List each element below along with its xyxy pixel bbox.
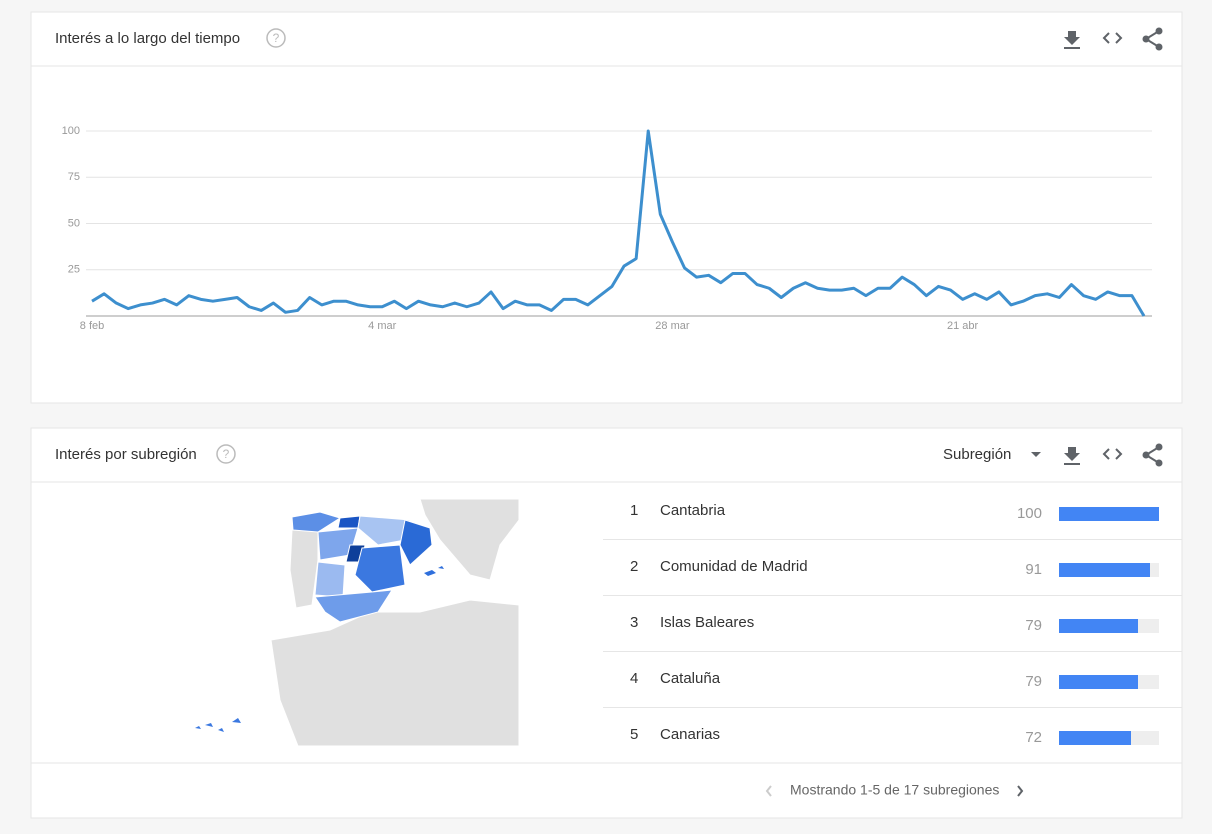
bar <box>1059 619 1138 633</box>
y-tick-label: 50 <box>68 217 80 229</box>
help-icon[interactable]: ? <box>216 444 236 464</box>
embed-icon[interactable] <box>1102 448 1123 460</box>
share-icon[interactable] <box>1142 27 1163 51</box>
y-tick-label: 100 <box>62 125 80 137</box>
region-name: Islas Baleares <box>660 614 754 631</box>
ranking-row[interactable]: 3 Islas Baleares 79 <box>630 614 1159 634</box>
region-name: Cataluña <box>660 670 721 687</box>
svg-text:?: ? <box>223 447 230 461</box>
map <box>195 498 520 747</box>
rank: 5 <box>630 726 638 743</box>
value-label: 79 <box>1025 617 1042 634</box>
download-icon[interactable] <box>1064 447 1080 465</box>
card-title: Interés por subregión <box>55 446 197 463</box>
bar <box>1059 731 1131 745</box>
x-tick-label: 8 feb <box>80 320 104 332</box>
value-label: 79 <box>1025 673 1042 690</box>
next-button[interactable] <box>1017 785 1024 797</box>
rank: 3 <box>630 614 638 631</box>
x-tick-label: 21 abr <box>947 320 979 332</box>
dropdown-label: Subregión <box>943 446 1011 463</box>
ranking-row[interactable]: 2 Comunidad de Madrid 91 <box>630 558 1159 578</box>
share-icon[interactable] <box>1142 443 1163 467</box>
download-icon[interactable] <box>1064 31 1080 49</box>
dropdown[interactable]: Subregión <box>943 446 1041 463</box>
ranking: 1 Cantabria 100 2 Comunidad de Madrid 91 3 Isla… <box>603 502 1182 746</box>
y-tick-label: 75 <box>68 171 80 183</box>
svg-text:?: ? <box>273 31 280 45</box>
trend-line <box>91 129 1146 317</box>
pagination-text: Mostrando 1-5 de 17 subregiones <box>790 782 999 798</box>
region-name: Canarias <box>660 726 720 743</box>
region-name: Comunidad de Madrid <box>660 558 808 575</box>
y-tick-label: 25 <box>68 264 80 276</box>
rank: 4 <box>630 670 638 687</box>
x-tick-label: 28 mar <box>655 320 690 332</box>
bar <box>1059 507 1159 521</box>
value-label: 91 <box>1025 561 1042 578</box>
time-card <box>30 11 1183 404</box>
rank: 2 <box>630 558 638 575</box>
chart-title: Interés a lo largo del tiempo <box>55 30 240 47</box>
ranking-row[interactable]: 1 Cantabria 100 <box>630 502 1159 522</box>
plot: 25 50 75 100 8 feb 4 mar 28 mar 21 abr <box>62 125 1152 332</box>
bar <box>1059 563 1150 577</box>
x-tick-label: 4 mar <box>368 320 396 332</box>
ranking-row[interactable]: 5 Canarias 72 <box>630 726 1159 746</box>
prev-button[interactable] <box>765 785 772 797</box>
bar <box>1059 675 1138 689</box>
region-name: Cantabria <box>660 502 726 519</box>
ranking-row[interactable]: 4 Cataluña 79 <box>630 670 1159 690</box>
region-card <box>30 427 1183 819</box>
value-label: 100 <box>1017 505 1042 522</box>
value-label: 72 <box>1025 729 1042 746</box>
rank: 1 <box>630 502 638 519</box>
help-icon[interactable]: ? <box>266 28 286 48</box>
embed-icon[interactable] <box>1102 32 1123 44</box>
